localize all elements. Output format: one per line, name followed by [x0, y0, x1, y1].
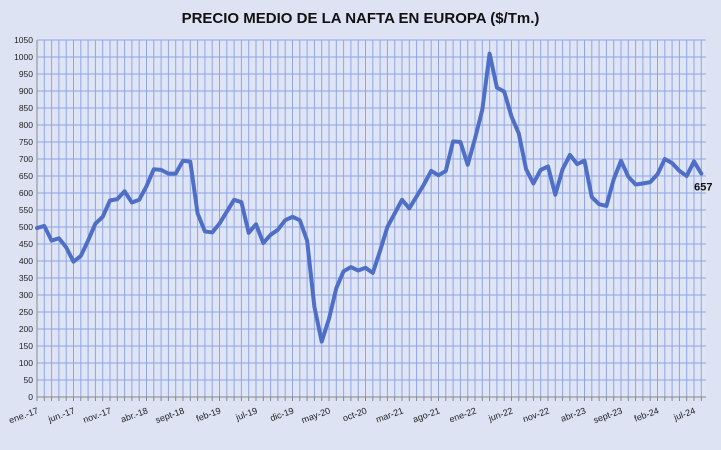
y-tick-label: 1000 — [14, 52, 33, 62]
y-tick-label: 300 — [19, 290, 33, 300]
y-tick-label: 1050 — [14, 35, 33, 45]
y-tick-label: 250 — [19, 307, 33, 317]
y-tick-label: 800 — [19, 120, 33, 130]
y-tick-label: 600 — [19, 188, 33, 198]
y-tick-label: 0 — [28, 392, 33, 402]
x-tick-label: sept-23 — [592, 405, 624, 425]
x-tick-label: feb-24 — [633, 405, 660, 423]
x-tick-label: oct-20 — [341, 405, 368, 423]
series-line — [35, 51, 704, 344]
y-tick-label: 200 — [19, 324, 33, 334]
x-tick-label: jun.-17 — [46, 405, 76, 424]
x-tick-label: abr-23 — [559, 405, 587, 423]
x-tick-label: ene.-17 — [8, 405, 40, 425]
y-tick-label: 50 — [24, 375, 34, 385]
y-tick-label: 450 — [19, 239, 33, 249]
x-tick-label: ago-21 — [411, 405, 441, 424]
y-tick-label: 850 — [19, 103, 33, 113]
y-tick-label: 500 — [19, 222, 33, 232]
y-tick-label: 900 — [19, 86, 33, 96]
x-tick-label: jun-22 — [486, 405, 514, 423]
x-tick-label: jul-24 — [672, 405, 697, 422]
x-tick-label: abr.-18 — [119, 405, 149, 424]
y-tick-label: 950 — [19, 69, 33, 79]
x-tick-label: may-20 — [300, 405, 332, 425]
x-tick-label: dic-19 — [269, 405, 295, 423]
x-tick-label: sept-18 — [154, 405, 186, 425]
x-tick-label: nov-22 — [521, 405, 550, 424]
x-tick-label: mar-21 — [374, 405, 404, 424]
last-value-label: 657 — [694, 182, 712, 194]
x-tick-label: jul-19 — [234, 405, 259, 422]
x-tick-label: feb-19 — [195, 405, 222, 423]
y-tick-label: 700 — [19, 154, 33, 164]
y-tick-label: 100 — [19, 358, 33, 368]
y-tick-label: 150 — [19, 341, 33, 351]
y-tick-label: 750 — [19, 137, 33, 147]
chart-title: PRECIO MEDIO DE LA NAFTA EN EUROPA ($/Tm… — [181, 10, 540, 27]
y-tick-label: 400 — [19, 256, 33, 266]
x-tick-label: nov.-17 — [82, 405, 113, 424]
y-tick-label: 650 — [19, 171, 33, 181]
x-tick-label: ene-22 — [448, 405, 478, 424]
y-tick-label: 550 — [19, 205, 33, 215]
plot-background — [37, 40, 706, 397]
y-tick-label: 350 — [19, 273, 33, 283]
